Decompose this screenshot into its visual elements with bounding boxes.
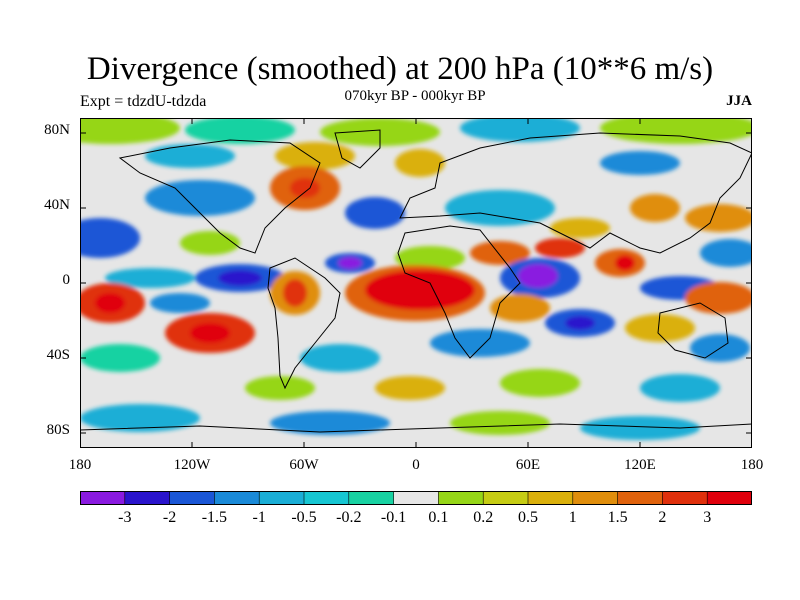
south-america-coast — [267, 257, 341, 390]
eurasia-coast — [399, 132, 752, 254]
divergence-field — [80, 118, 752, 440]
colorbar-box — [438, 491, 484, 505]
colorbar-box — [482, 491, 529, 505]
colorbar-label: -1 — [252, 509, 266, 526]
antarctica-coast — [80, 423, 752, 433]
season-label: JJA — [726, 93, 752, 109]
colorbar-label: -0.2 — [336, 509, 362, 526]
colorbar-box — [124, 491, 171, 505]
lon-tick-120e: 120E — [624, 457, 656, 473]
colorbar-label: -1.5 — [201, 509, 228, 526]
colorbar-box — [572, 491, 619, 505]
colorbar-box — [303, 491, 350, 505]
lat-tick-40s: 40S — [46, 347, 70, 363]
colorbar-box — [348, 491, 395, 505]
colorbar-box — [214, 491, 260, 505]
colorbar-label: 0.5 — [518, 509, 538, 526]
colorbar-box — [393, 491, 440, 505]
north-america-coast — [118, 139, 321, 254]
colorbar-label: 1.5 — [607, 509, 628, 526]
colorbar-label: -2 — [162, 509, 177, 526]
colorbar-label: 3 — [703, 509, 712, 526]
divergence-map — [80, 118, 752, 448]
colorbar-label: 1 — [568, 509, 577, 526]
colorbar-box — [617, 491, 664, 505]
lat-tick-80n: 80N — [44, 122, 70, 138]
africa-coast — [397, 225, 521, 359]
lat-tick-0: 0 — [62, 272, 71, 288]
greenland-coast — [334, 129, 381, 169]
lon-tick-180e: 180 — [740, 457, 764, 473]
colorbar-label: 0.1 — [428, 509, 449, 526]
lon-tick-60e: 60E — [515, 457, 541, 473]
colorbar-box — [169, 491, 216, 505]
lat-tick-80s: 80S — [46, 422, 70, 438]
colorbar-label: -0.5 — [291, 509, 317, 526]
period-label: 070kyr BP - 000kyr BP — [344, 88, 486, 104]
colorbar-label: -3 — [118, 509, 132, 526]
colorbar-box — [80, 491, 126, 505]
colorbar-label: -0.1 — [380, 509, 407, 526]
coastlines — [80, 129, 752, 433]
colorbar-label: 2 — [658, 509, 667, 526]
colorbar-label: 0.2 — [473, 509, 494, 526]
lon-tick-0: 0 — [412, 457, 420, 473]
colorbar — [80, 491, 752, 505]
colorbar-box — [258, 491, 305, 505]
lon-tick-60w: 60W — [289, 457, 319, 473]
lat-tick-40n: 40N — [44, 197, 70, 213]
tick-marks — [80, 118, 752, 448]
colorbar-box — [706, 491, 752, 505]
lon-tick-120w: 120W — [173, 457, 211, 473]
colorbar-box — [527, 491, 574, 505]
colorbar-box — [662, 491, 709, 505]
lon-tick-180w: 180 — [68, 457, 92, 473]
australia-coast — [657, 302, 729, 359]
experiment-label: Expt = tdzdU-tdzda — [80, 93, 207, 110]
chart-title: Divergence (smoothed) at 200 hPa (10**6 … — [86, 51, 714, 87]
